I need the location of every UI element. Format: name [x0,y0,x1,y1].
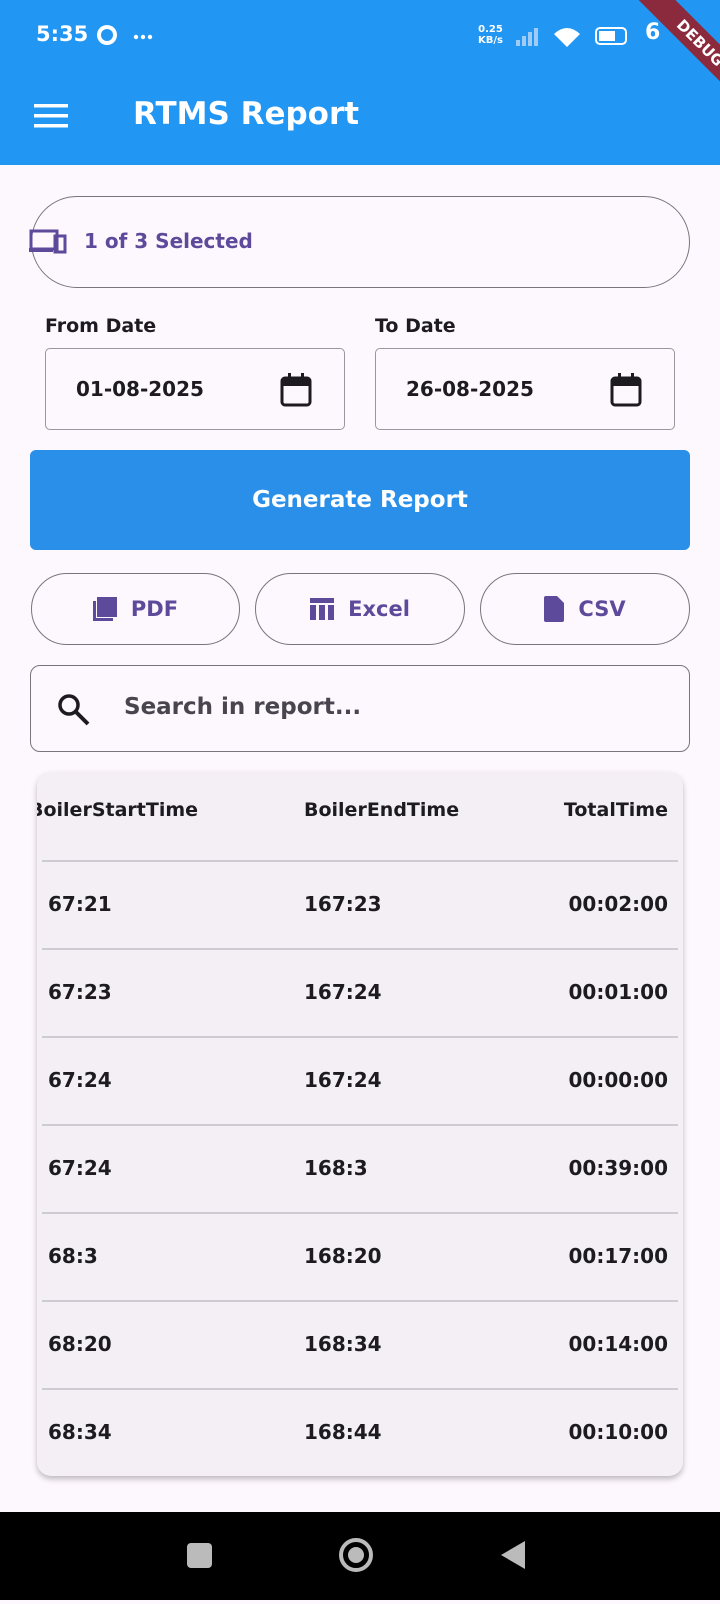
table-cell: 167:24 [304,1068,382,1092]
menu-icon[interactable] [34,104,70,128]
table-cell: 168:20 [304,1244,382,1268]
table-cell: 00:10:00 [568,1420,669,1444]
row-divider [42,860,678,862]
row-divider [42,1212,678,1214]
pdf-icon [92,597,117,621]
battery-percent: 6 [645,20,661,45]
device-selector[interactable]: 1 of 3 Selected [29,196,690,288]
table-cell: 00:01:00 [568,980,669,1004]
debug-banner: DEBUG [620,0,720,123]
nav-bar [0,1512,720,1600]
row-divider [42,1388,678,1390]
csv-button[interactable]: CSV [480,573,690,645]
search-placeholder: Search in report... [124,694,362,720]
calendar-icon [280,373,312,407]
table-cell: 167:23 [304,892,382,916]
table-cell: 00:02:00 [568,892,669,916]
table-cell: 00:14:00 [568,1332,669,1356]
excel-label: Excel [348,597,410,621]
table-cell: 67:24 [48,1068,112,1092]
table-cell: 68:3 [48,1244,98,1268]
excel-icon [310,598,335,620]
selector-label: 1 of 3 Selected [84,229,253,253]
table-cell: 00:17:00 [568,1244,669,1268]
status-icons-left [97,25,153,45]
app-title: RTMS Report [133,96,360,132]
table-cell: 68:20 [48,1332,112,1356]
search-field[interactable]: Search in report... [30,665,690,752]
table-cell: 168:3 [304,1156,368,1180]
to-date-field[interactable]: 26-08-2025 [375,348,675,430]
report-table: BoilerStartTime BoilerEndTime TotalTime 67:… [37,772,683,1476]
csv-label: CSV [578,597,626,621]
excel-button[interactable]: Excel [255,573,465,645]
table-cell: 168:34 [304,1332,382,1356]
column-header: TotalTime [563,799,668,821]
table-cell: 68:34 [48,1420,112,1444]
generate-button[interactable]: Generate Report [30,450,690,550]
nav-buttons [187,1538,525,1572]
from-date-field[interactable]: 01-08-2025 [45,348,345,430]
row-divider [42,948,678,950]
status-time: 5:35 [36,22,89,46]
table-cell: 67:21 [48,892,112,916]
app-bar: 5:35 0.25 KB/s 6 DEBUG RTMS Report [0,0,720,165]
table-cell: 168:44 [304,1420,382,1444]
row-divider [42,1124,678,1126]
table-cell: 00:00:00 [568,1068,669,1092]
row-divider [42,1036,678,1038]
table-cell: 00:39:00 [568,1156,669,1180]
status-icons-right [516,27,627,47]
to-date-label: To Date [375,315,456,337]
speed-value: 0.25 [478,24,503,35]
network-speed: 0.25 KB/s [478,24,503,46]
table-cell: 67:23 [48,980,112,1004]
csv-icon [544,596,565,622]
to-date-value: 26-08-2025 [406,377,534,401]
column-header: BoilerStartTime [37,799,199,821]
calendar-icon [610,373,642,407]
column-header: BoilerEndTime [304,799,460,821]
from-date-value: 01-08-2025 [76,377,204,401]
pdf-button[interactable]: PDF [31,573,240,645]
devices-icon [29,229,67,254]
table-cell: 67:24 [48,1156,112,1180]
table-cell: 167:24 [304,980,382,1004]
row-divider [42,1300,678,1302]
speed-unit: KB/s [478,35,503,46]
pdf-label: PDF [130,597,179,621]
from-date-label: From Date [45,315,157,337]
search-icon [58,694,90,726]
